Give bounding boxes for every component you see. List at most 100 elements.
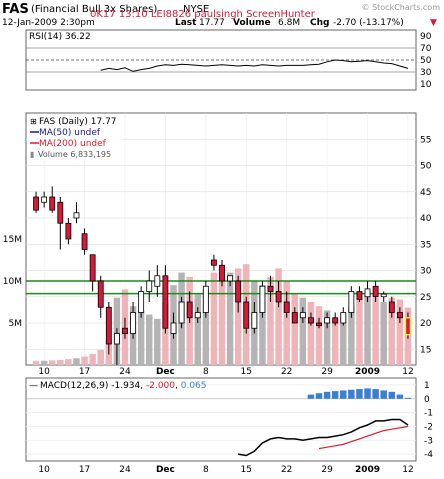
- volume-bar: [202, 289, 210, 365]
- candle-body: [105, 306, 112, 345]
- x-axis-label: 12: [402, 465, 413, 475]
- legend-candle-icon: ⊞: [30, 117, 37, 126]
- volume-bar: [48, 360, 56, 365]
- candle-body: [267, 285, 274, 292]
- candle-body: [299, 312, 306, 319]
- price-legend-title: FAS (Daily) 17.77: [39, 117, 117, 127]
- volume-bar: [380, 302, 387, 365]
- chart-exchange: NYSE: [183, 4, 209, 15]
- candle-body: [154, 275, 161, 287]
- candle-body: [348, 291, 355, 313]
- candle-body: [170, 322, 177, 334]
- ma50-legend-label: MA(50) undef: [39, 128, 101, 138]
- volume-tick-label: 15M: [3, 235, 22, 245]
- candle-body: [202, 285, 209, 313]
- x-axis-label: 2009: [355, 367, 380, 377]
- candle-body: [130, 312, 136, 334]
- macd-histogram-bar: [364, 388, 371, 399]
- candle-body: [291, 312, 298, 324]
- candle-body: [227, 275, 233, 282]
- volume-bar: [275, 268, 282, 365]
- x-axis-label: Dec: [156, 367, 175, 377]
- candle-body: [33, 196, 39, 211]
- last-price: 17.77: [199, 18, 225, 28]
- price-tick-label: 25: [420, 293, 431, 303]
- volume-bar: [283, 281, 290, 365]
- x-axis-label: 2009: [355, 465, 380, 475]
- volume-bar: [259, 285, 266, 365]
- candle-body: [372, 285, 379, 298]
- candle-body: [324, 317, 331, 324]
- candle-body: [404, 317, 412, 336]
- macd-histogram-bar: [356, 389, 363, 399]
- candle-body: [283, 301, 290, 313]
- x-axis-label: 15: [241, 465, 252, 475]
- candle-body: [308, 317, 314, 324]
- change-arrow-icon: ▼: [430, 18, 437, 28]
- candle-body: [364, 288, 371, 298]
- candle-body: [340, 312, 347, 324]
- macd-histogram-bar: [331, 391, 339, 399]
- price-tick-label: 20: [420, 319, 432, 329]
- volume-bar: [396, 299, 404, 365]
- x-axis-label: 29: [321, 367, 333, 377]
- volume-text: 6.8M: [278, 18, 300, 28]
- volume-bar: [340, 314, 347, 365]
- rsi-tick-label: 50: [420, 56, 432, 66]
- ma200-legend-label: MA(200) undef: [39, 139, 107, 149]
- macd-tick-label: 1: [424, 381, 430, 391]
- macd-legend-line-icon: —: [29, 381, 38, 391]
- price-tick-label: 15: [420, 345, 431, 355]
- volume-bar: [89, 354, 96, 365]
- volume-bar: [364, 293, 371, 365]
- candle-body: [243, 301, 250, 329]
- macd-histogram-bar: [323, 391, 331, 399]
- volume-bar: [81, 356, 88, 365]
- macd-label: MACD(12,26,9) -1.934, -2.000, 0.065: [40, 381, 207, 391]
- candle-body: [41, 196, 48, 203]
- volume-bar: [234, 268, 242, 365]
- volume-bar: [32, 361, 40, 365]
- macd-histogram-bar: [396, 394, 404, 399]
- last-label: Last: [175, 18, 197, 28]
- change-value: -2.70 (-13.17%): [333, 18, 404, 28]
- candle-body: [97, 280, 104, 308]
- volume-bar: [323, 310, 331, 365]
- x-axis-label: 22: [281, 465, 292, 475]
- volume-bar: [372, 297, 379, 365]
- candle-body: [73, 212, 80, 219]
- x-axis-label: 15: [241, 367, 252, 377]
- candle-body: [316, 322, 322, 327]
- volume-bar: [388, 297, 396, 365]
- volume-bar: [267, 276, 274, 365]
- volume-bar: [218, 268, 226, 365]
- macd-histogram-bar: [307, 394, 315, 399]
- chart-date: 12-Jan-2009 2:30pm: [2, 18, 95, 28]
- legend-box: [29, 116, 122, 161]
- macd-histogram-bar: [348, 389, 355, 399]
- macd-tick-label: -1: [424, 409, 433, 419]
- candle-body: [186, 301, 193, 319]
- candle-body: [162, 275, 169, 329]
- volume-bar: [331, 318, 339, 365]
- macd-histogram-bar: [388, 391, 396, 399]
- candle-body: [332, 317, 339, 324]
- macd-histogram-bar: [380, 390, 387, 399]
- candle-body: [356, 291, 363, 300]
- price-tick-label: 50: [420, 162, 432, 172]
- candle-body: [57, 201, 64, 224]
- candle-body: [380, 293, 387, 298]
- chart-symbol: FAS: [2, 2, 29, 17]
- volume-bar: [356, 297, 363, 365]
- change-label: Chg: [310, 18, 329, 28]
- candle-body: [194, 312, 201, 319]
- macd-line: [238, 418, 409, 457]
- x-axis-label: 10: [38, 465, 50, 475]
- candle-body: [211, 259, 217, 266]
- x-axis-label: 29: [321, 465, 333, 475]
- volume-tick-label: 10M: [3, 277, 22, 287]
- price-tick-label: 35: [420, 240, 431, 250]
- rsi-tick-label: 10: [420, 80, 432, 90]
- volume-bar: [154, 318, 161, 365]
- rsi-tick-label: 90: [420, 32, 432, 42]
